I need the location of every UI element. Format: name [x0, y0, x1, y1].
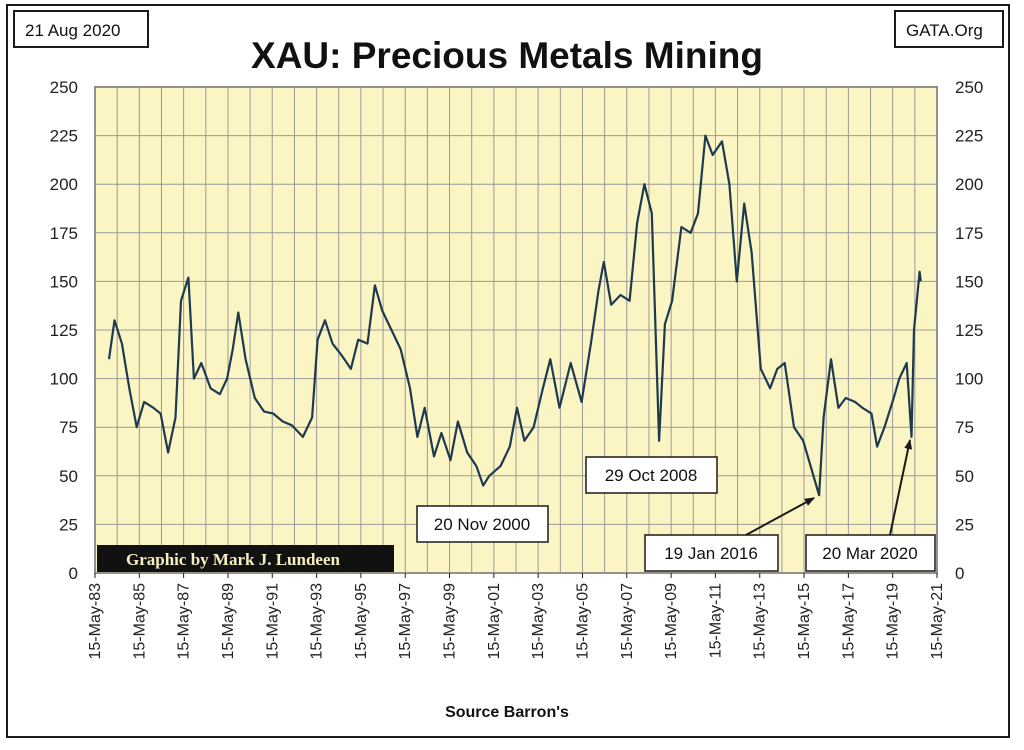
y-tick-left: 100	[50, 370, 78, 389]
x-tick-label: 15-May-07	[619, 583, 636, 660]
y-tick-left: 25	[59, 515, 78, 534]
grid	[94, 86, 938, 574]
x-tick-label: 15-May-19	[885, 583, 902, 660]
x-tick-label: 15-May-85	[131, 583, 148, 660]
y-tick-right: 100	[955, 370, 983, 389]
x-axis-title: Source Barron's	[445, 704, 569, 721]
y-tick-left: 175	[50, 224, 78, 243]
x-tick-label: 15-May-95	[353, 583, 370, 660]
x-tick-label: 15-May-99	[442, 583, 459, 660]
x-tick-label: 15-May-89	[220, 583, 237, 660]
x-tick-label: 15-May-13	[752, 583, 769, 660]
x-tick-label: 15-May-09	[663, 583, 680, 660]
annotation-label-2016: 19 Jan 2016	[664, 544, 758, 563]
y-axis-right: 0 25 50 75 100 125 150 175 200 225 250	[955, 78, 983, 583]
x-tick-label: 15-May-83	[87, 583, 104, 660]
y-axis-left: 0 25 50 75 100 125 150 175 200 225 250	[50, 78, 78, 583]
x-axis: 15-May-83 15-May-85 15-May-87 15-May-89 15-M…	[87, 573, 946, 659]
y-tick-right: 150	[955, 272, 983, 291]
arrow-2020	[889, 439, 913, 536]
date-label: 21 Aug 2020	[25, 21, 120, 40]
y-tick-right: 125	[955, 321, 983, 340]
y-tick-left: 150	[50, 272, 78, 291]
annotation-box-2020	[805, 534, 936, 572]
y-tick-left: 200	[50, 175, 78, 194]
x-tick-label: 15-May-01	[486, 583, 503, 660]
y-tick-left: 225	[50, 127, 78, 146]
credit-bar	[97, 545, 394, 572]
site-box	[894, 10, 1004, 48]
annotation-box-2016	[644, 534, 779, 572]
x-tick-label: 15-May-21	[929, 583, 946, 660]
credit-text: Graphic by Mark J. Lundeen	[126, 550, 340, 569]
y-tick-left: 0	[69, 564, 78, 583]
arrow-2016	[745, 497, 815, 536]
y-tick-right: 0	[955, 564, 964, 583]
annotation-label-2020: 20 Mar 2020	[822, 544, 917, 563]
date-box	[13, 10, 149, 48]
y-tick-right: 25	[955, 515, 974, 534]
y-tick-left: 125	[50, 321, 78, 340]
xau-series-line	[107, 134, 922, 497]
x-tick-label: 15-May-91	[264, 583, 281, 660]
y-tick-right: 175	[955, 224, 983, 243]
x-tick-label: 15-May-11	[707, 583, 724, 658]
annotation-box-2008	[585, 456, 718, 494]
x-tick-label: 15-May-05	[574, 583, 591, 660]
y-tick-right: 50	[955, 467, 974, 486]
x-tick-label: 15-May-87	[176, 583, 193, 660]
x-tick-label: 15-May-93	[309, 583, 326, 660]
annotation-label-2008: 29 Oct 2008	[605, 466, 698, 485]
y-tick-right: 225	[955, 127, 983, 146]
x-tick-label: 15-May-15	[796, 583, 813, 660]
annotation-box-2000	[416, 505, 549, 543]
chart-title: XAU: Precious Metals Mining	[251, 35, 763, 76]
y-tick-left: 50	[59, 467, 78, 486]
y-tick-right: 200	[955, 175, 983, 194]
x-tick-label: 15-May-17	[840, 583, 857, 660]
x-tick-label: 15-May-97	[397, 583, 414, 660]
x-tick-label: 15-May-03	[530, 583, 547, 660]
y-tick-right: 75	[955, 418, 974, 437]
y-tick-left: 250	[50, 78, 78, 97]
site-label: GATA.Org	[906, 21, 983, 40]
y-tick-right: 250	[955, 78, 983, 97]
annotation-label-2000: 20 Nov 2000	[434, 515, 530, 534]
y-tick-left: 75	[59, 418, 78, 437]
